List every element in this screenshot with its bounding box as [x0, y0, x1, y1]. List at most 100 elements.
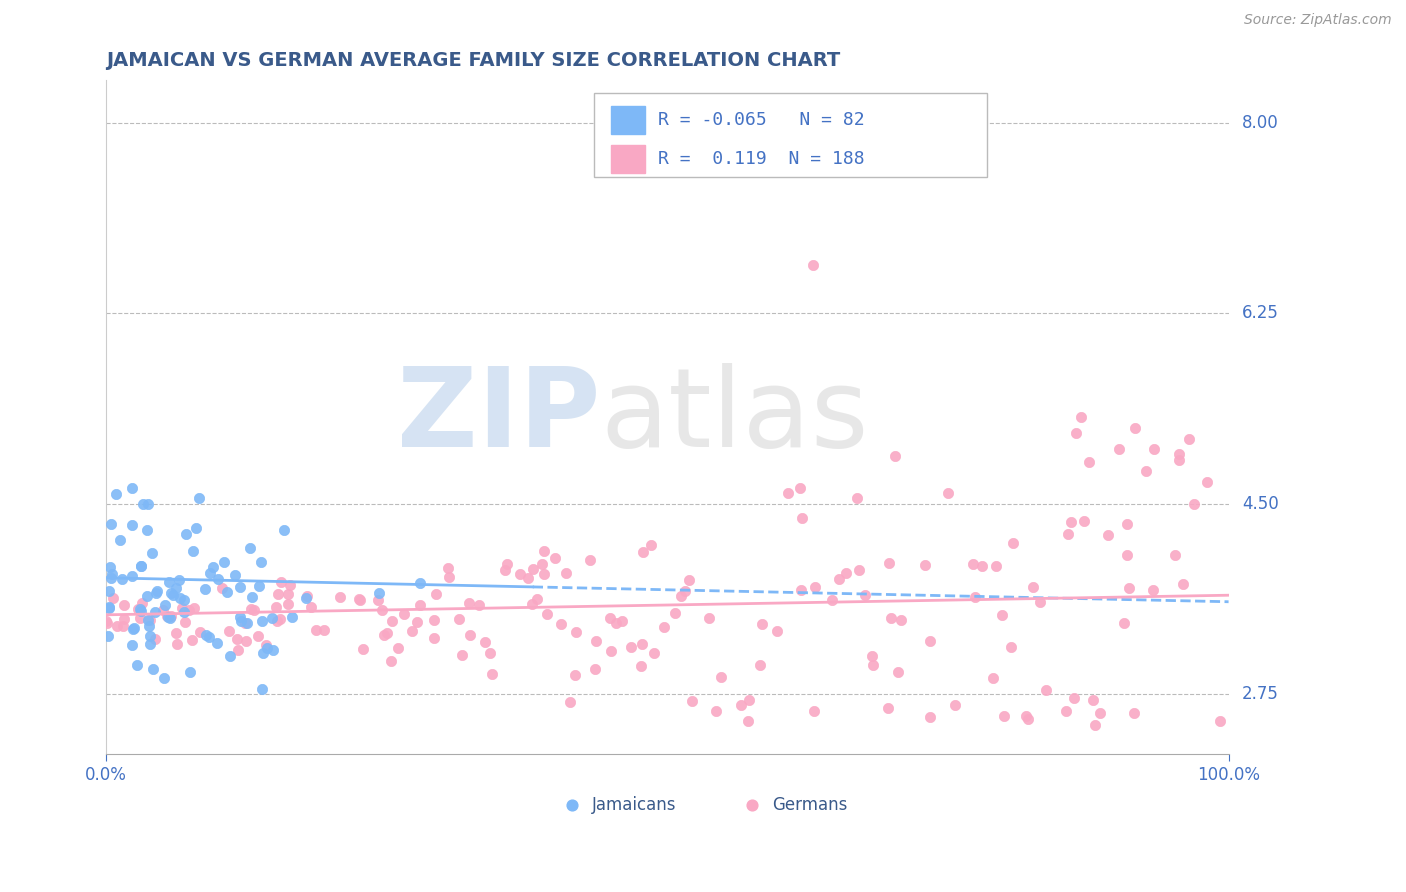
Point	[495, 558, 517, 572]
Point	[190, 624, 212, 639]
Point	[233, 615, 256, 630]
Point	[1108, 442, 1130, 457]
Point	[195, 627, 218, 641]
Point	[127, 602, 149, 616]
Point	[198, 566, 221, 580]
Point	[789, 481, 811, 495]
Text: Jamaicans: Jamaicans	[592, 796, 676, 814]
Point	[1035, 683, 1057, 698]
Point	[207, 572, 229, 586]
Point	[766, 624, 789, 639]
FancyBboxPatch shape	[612, 145, 645, 173]
Point	[121, 638, 143, 652]
Point	[224, 568, 246, 582]
Point	[225, 632, 247, 647]
Point	[962, 558, 984, 572]
Point	[423, 613, 446, 627]
Point	[111, 619, 134, 633]
Point	[128, 601, 150, 615]
Point	[1197, 475, 1219, 489]
Point	[160, 608, 183, 623]
Point	[174, 526, 197, 541]
Point	[121, 518, 143, 533]
Point	[643, 646, 665, 660]
Point	[790, 511, 813, 525]
Point	[162, 588, 184, 602]
Text: 6.25: 6.25	[1241, 304, 1279, 323]
Point	[447, 612, 470, 626]
Point	[640, 538, 662, 552]
Point	[877, 556, 900, 570]
Point	[211, 581, 233, 595]
Point	[738, 692, 761, 706]
Point	[600, 644, 623, 658]
Point	[276, 586, 298, 600]
Point	[145, 585, 167, 599]
Point	[981, 671, 1004, 685]
Point	[266, 614, 288, 628]
Point	[136, 613, 159, 627]
Point	[159, 611, 181, 625]
Point	[299, 599, 322, 614]
Point	[138, 619, 160, 633]
Point	[184, 521, 207, 535]
Point	[1084, 718, 1107, 732]
Point	[112, 598, 135, 612]
Point	[166, 637, 188, 651]
Point	[536, 607, 558, 621]
Point	[129, 611, 152, 625]
Point	[451, 648, 474, 662]
Point	[387, 641, 409, 656]
Point	[368, 585, 391, 599]
Point	[509, 566, 531, 581]
Point	[252, 681, 274, 696]
Point	[457, 596, 479, 610]
Point	[266, 586, 288, 600]
Point	[583, 662, 606, 676]
Point	[170, 600, 193, 615]
Point	[165, 626, 187, 640]
Point	[1017, 712, 1039, 726]
Point	[131, 596, 153, 610]
Point	[177, 603, 200, 617]
Point	[564, 668, 586, 682]
Point	[1168, 453, 1191, 467]
Point	[1073, 514, 1095, 528]
Point	[678, 573, 700, 587]
FancyBboxPatch shape	[612, 106, 645, 134]
Point	[135, 589, 157, 603]
Point	[112, 612, 135, 626]
Point	[565, 625, 588, 640]
Point	[1135, 464, 1157, 478]
Point	[273, 523, 295, 537]
Point	[167, 574, 190, 588]
Point	[349, 593, 371, 607]
Point	[425, 587, 447, 601]
Point	[533, 567, 555, 582]
Point	[1060, 515, 1083, 529]
Point	[380, 654, 402, 668]
Text: 2.75: 2.75	[1241, 685, 1279, 703]
Point	[990, 608, 1012, 623]
Point	[329, 591, 352, 605]
Point	[1171, 577, 1194, 591]
Point	[681, 694, 703, 708]
Point	[1209, 714, 1232, 729]
Point	[494, 564, 516, 578]
Text: JAMAICAN VS GERMAN AVERAGE FAMILY SIZE CORRELATION CHART: JAMAICAN VS GERMAN AVERAGE FAMILY SIZE C…	[107, 51, 841, 70]
Point	[1081, 692, 1104, 706]
Point	[1114, 615, 1136, 630]
Point	[834, 566, 856, 580]
Point	[136, 497, 159, 511]
Point	[141, 546, 163, 560]
Point	[129, 558, 152, 573]
Point	[599, 611, 621, 625]
Point	[295, 589, 318, 603]
Point	[585, 634, 607, 648]
Point	[153, 671, 176, 685]
Point	[100, 571, 122, 585]
Point	[965, 591, 987, 605]
Point	[918, 710, 941, 724]
Point	[160, 586, 183, 600]
Point	[132, 497, 155, 511]
